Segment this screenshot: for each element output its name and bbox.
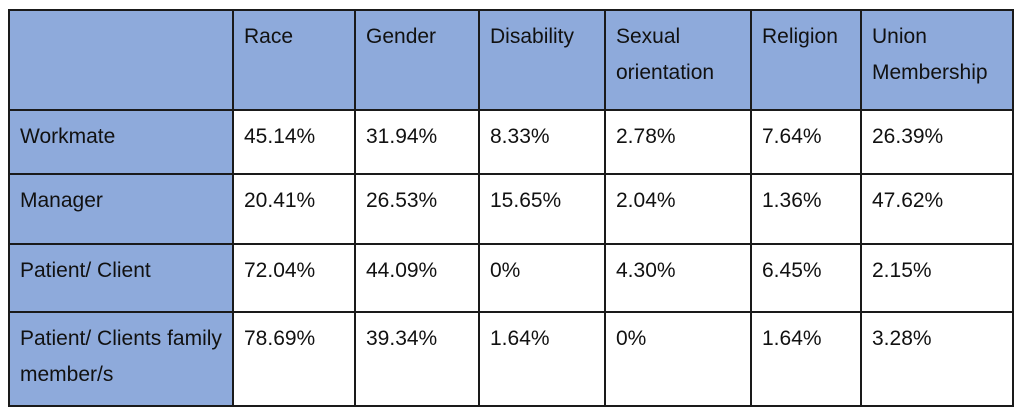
table-cell: 8.33% (478, 109, 606, 175)
table-row: Manager 20.41% 26.53% 15.65% 2.04% 1.36%… (8, 173, 1014, 245)
table-cell: 78.69% (232, 311, 356, 407)
table-cell: 31.94% (354, 109, 480, 175)
row-header: Workmate (8, 109, 234, 175)
table-row: Patient/ Clients family member/s 78.69% … (8, 311, 1014, 407)
header-row: Race Gender Disability Sexual orientatio… (8, 9, 1014, 111)
table-cell: 7.64% (750, 109, 862, 175)
table-cell: 26.39% (860, 109, 1014, 175)
row-header: Patient/ Client (8, 243, 234, 313)
column-header: Disability (478, 9, 606, 111)
corner-cell (8, 9, 234, 111)
table-row: Workmate 45.14% 31.94% 8.33% 2.78% 7.64%… (8, 109, 1014, 175)
table-cell: 15.65% (478, 173, 606, 245)
data-table-container: Race Gender Disability Sexual orientatio… (8, 9, 1014, 407)
column-header: Union Membership (860, 9, 1014, 111)
table-cell: 2.04% (604, 173, 752, 245)
table-cell: 45.14% (232, 109, 356, 175)
table-cell: 0% (478, 243, 606, 313)
table-cell: 20.41% (232, 173, 356, 245)
table-cell: 1.36% (750, 173, 862, 245)
column-header: Race (232, 9, 356, 111)
table-cell: 2.78% (604, 109, 752, 175)
row-header: Manager (8, 173, 234, 245)
table-cell: 44.09% (354, 243, 480, 313)
table-cell: 39.34% (354, 311, 480, 407)
table-cell: 3.28% (860, 311, 1014, 407)
table-cell: 26.53% (354, 173, 480, 245)
table-cell: 47.62% (860, 173, 1014, 245)
column-header: Sexual orientation (604, 9, 752, 111)
table-cell: 4.30% (604, 243, 752, 313)
table-cell: 0% (604, 311, 752, 407)
table-cell: 2.15% (860, 243, 1014, 313)
table-cell: 6.45% (750, 243, 862, 313)
table-cell: 1.64% (478, 311, 606, 407)
table-row: Patient/ Client 72.04% 44.09% 0% 4.30% 6… (8, 243, 1014, 313)
column-header: Religion (750, 9, 862, 111)
column-header: Gender (354, 9, 480, 111)
row-header: Patient/ Clients family member/s (8, 311, 234, 407)
table-cell: 72.04% (232, 243, 356, 313)
table-cell: 1.64% (750, 311, 862, 407)
data-table: Race Gender Disability Sexual orientatio… (8, 9, 1014, 407)
